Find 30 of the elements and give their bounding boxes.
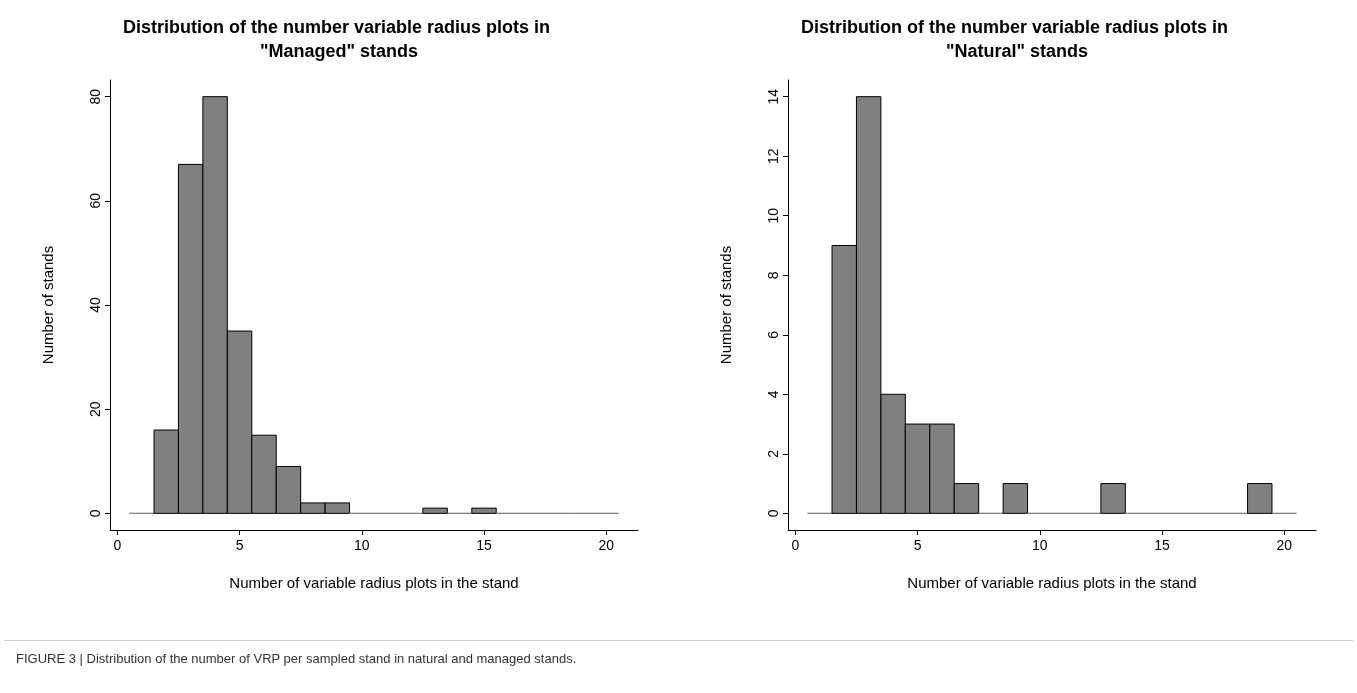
x-axis-title: Number of variable radius plots in the stand bbox=[907, 574, 1197, 591]
chart-title: Distribution of the number variable radius plots in "Natural" stands bbox=[800, 17, 1234, 61]
x-tick-label: 0 bbox=[113, 537, 122, 553]
x-tick-label: 15 bbox=[476, 537, 492, 553]
x-tick-label: 20 bbox=[1276, 537, 1293, 553]
y-tick-label: 6 bbox=[765, 330, 781, 339]
chart-title: Distribution of the number variable radius plots in "Managed" stands bbox=[122, 17, 556, 61]
x-tick-label: 0 bbox=[791, 537, 800, 553]
y-tick-label: 4 bbox=[765, 390, 781, 399]
y-axis-title: Number of stands bbox=[717, 245, 734, 365]
caption: FIGURE 3 | Distribution of the number of VRP per sampled stand in natural and managed stands. bbox=[4, 640, 1353, 676]
y-tick-label: 14 bbox=[765, 88, 781, 105]
x-tick-label: 15 bbox=[1154, 537, 1170, 553]
y-tick-label: 2 bbox=[765, 449, 781, 458]
x-tick-label: 10 bbox=[353, 537, 370, 553]
x-tick-label: 10 bbox=[1031, 537, 1048, 553]
y-tick-label: 8 bbox=[765, 271, 781, 280]
y-tick-label: 40 bbox=[87, 297, 103, 313]
x-axis-title: Number of variable radius plots in the stand bbox=[229, 574, 519, 591]
x-tick-label: 20 bbox=[598, 537, 615, 553]
y-tick-label: 12 bbox=[765, 148, 781, 164]
y-tick-label: 80 bbox=[87, 88, 103, 105]
y-axis-title: Number of stands bbox=[39, 245, 56, 365]
x-tick-label: 5 bbox=[913, 537, 922, 553]
y-tick-label: 10 bbox=[765, 207, 781, 224]
y-tick-label: 0 bbox=[87, 509, 103, 518]
y-tick-label: 20 bbox=[87, 401, 103, 417]
x-tick-label: 5 bbox=[235, 537, 244, 553]
y-tick-label: 0 bbox=[765, 509, 781, 518]
y-tick-label: 60 bbox=[87, 192, 103, 209]
